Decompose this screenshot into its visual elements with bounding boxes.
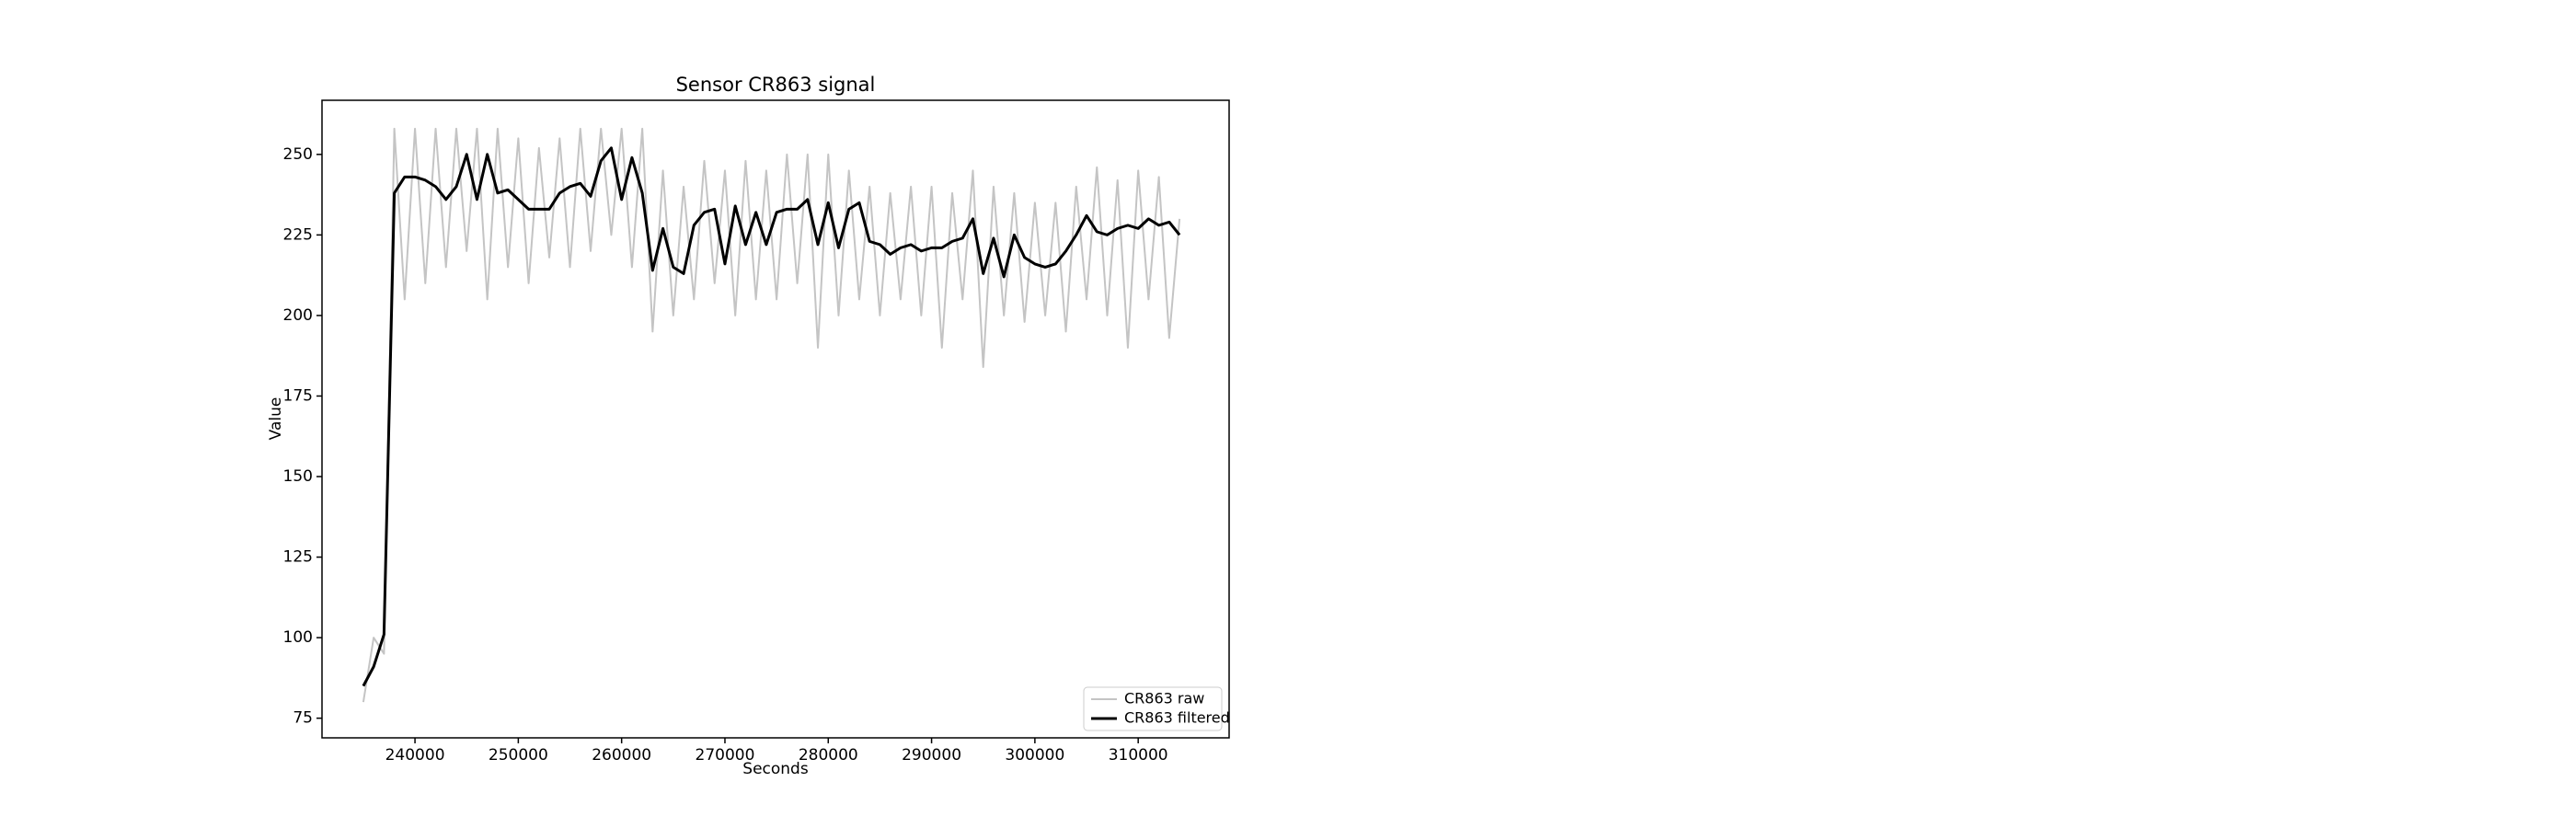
x-axis-label: Seconds <box>742 760 809 778</box>
series-line <box>362 127 1181 703</box>
x-tick-label: 270000 <box>696 746 755 765</box>
chart-title: Sensor CR863 signal <box>676 74 876 96</box>
legend: CR863 raw CR863 filtered <box>1083 686 1230 731</box>
y-tick-label: 75 <box>293 709 313 728</box>
y-tick-label: 200 <box>283 306 313 325</box>
series-line <box>362 146 1181 687</box>
y-axis-label: Value <box>267 397 285 441</box>
x-tick-label: 300000 <box>1005 746 1064 765</box>
x-tick-label: 250000 <box>489 746 548 765</box>
plot-frame <box>321 99 1230 739</box>
x-tick-label: 310000 <box>1109 746 1168 765</box>
legend-label: CR863 raw <box>1124 690 1204 707</box>
y-tick-label: 150 <box>283 467 313 486</box>
y-tick-label: 100 <box>283 628 313 647</box>
legend-label: CR863 filtered <box>1124 709 1230 727</box>
x-tick-label: 240000 <box>385 746 445 765</box>
y-tick-label: 125 <box>283 548 313 567</box>
y-tick-label: 175 <box>283 386 313 405</box>
x-tick-label: 280000 <box>799 746 858 765</box>
x-tick-label: 260000 <box>592 746 651 765</box>
x-tick-label: 290000 <box>902 746 961 765</box>
y-tick-label: 225 <box>283 225 313 244</box>
legend-box <box>1083 686 1223 731</box>
y-tick-label: 250 <box>283 145 313 164</box>
